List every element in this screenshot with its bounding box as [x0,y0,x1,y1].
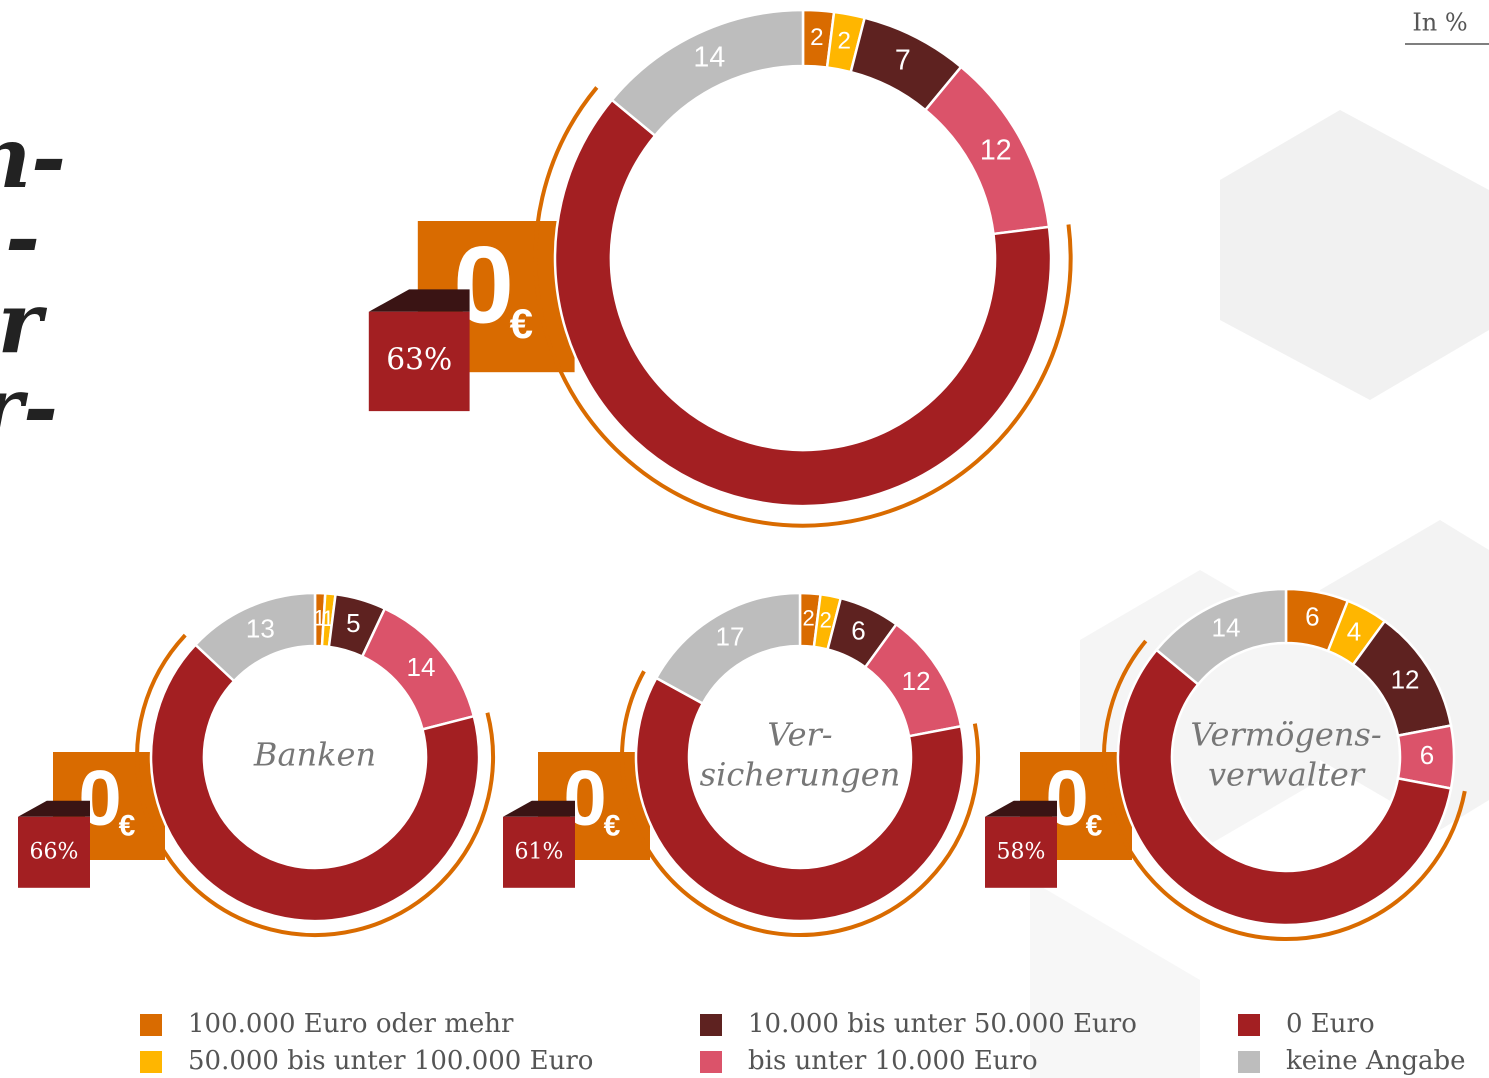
donut-segment [1116,648,1453,927]
donut-segment [654,591,802,706]
value-label: 12 [980,135,1012,167]
legend-swatch [140,1051,162,1073]
unit-note: In % [1412,9,1467,37]
badge-share: 63% [386,342,452,377]
legend-swatch [700,1051,722,1073]
badge-share: 61% [515,839,564,864]
badge-share: 58% [997,839,1046,864]
badge-shadow [18,800,90,817]
value-label: 6 [1305,601,1319,631]
legend-swatch [1238,1014,1260,1036]
legend-label: 10.000 bis unter 50.000 Euro [748,1009,1137,1039]
value-label: 7 [895,45,911,77]
badge-shadow [503,800,575,817]
badge-share-box [985,816,1057,888]
center-label: Ver- [767,716,832,754]
value-label: 5 [346,608,360,638]
value-label: 14 [693,42,725,74]
value-label: 13 [246,614,275,644]
value-label: 2 [837,27,850,54]
donut-segment [1154,587,1288,687]
text-fragment: r [0,273,48,372]
text-fragment: n- [0,108,66,207]
badge-currency: € [510,300,533,347]
text-fragment: r- [0,358,58,457]
badge-share-box [368,311,470,412]
badge-currency: € [1086,810,1103,843]
legend-label: 0 Euro [1286,1009,1375,1039]
legend-label: keine Angabe [1286,1046,1466,1076]
value-label: 17 [716,622,745,652]
text-fragment: - [5,188,40,287]
value-label: 14 [406,652,435,682]
highlight-arc [620,670,980,937]
badge-shadow [985,800,1057,817]
value-label: 2 [820,608,832,633]
center-label: sicherungen [700,756,901,794]
donut-segment [149,642,481,923]
legend-label: bis unter 10.000 Euro [748,1046,1038,1076]
value-label: 2 [803,606,815,631]
legend-swatch [1238,1051,1260,1073]
badge-share-box [503,816,575,888]
badge-currency: € [604,810,621,843]
value-label: 12 [1391,664,1420,694]
center-label: verwalter [1208,756,1366,794]
center-label: Banken [253,736,376,774]
value-label: 12 [902,666,931,696]
donut-segment [634,676,966,923]
badge-currency: € [119,810,136,843]
value-label: 6 [851,615,865,645]
legend-swatch [700,1014,722,1036]
badge-shadow [368,289,470,312]
donut-segment [193,591,317,683]
highlight-arc [135,633,495,937]
donut-segment [553,98,1053,508]
badge-share-box [18,816,90,888]
badge-share: 66% [30,839,79,864]
highlight-arc [1102,639,1467,941]
value-label: 2 [810,24,823,51]
value-label: 14 [1212,612,1241,642]
donut-segment [610,8,805,138]
legend-label: 50.000 bis unter 100.000 Euro [188,1046,593,1076]
value-label: 6 [1420,740,1434,770]
legend-swatch [140,1014,162,1036]
highlight-arc [533,86,1073,528]
value-label: 4 [1347,616,1361,646]
center-label: Vermögens- [1190,716,1381,754]
legend-label: 100.000 Euro oder mehr [188,1009,514,1039]
